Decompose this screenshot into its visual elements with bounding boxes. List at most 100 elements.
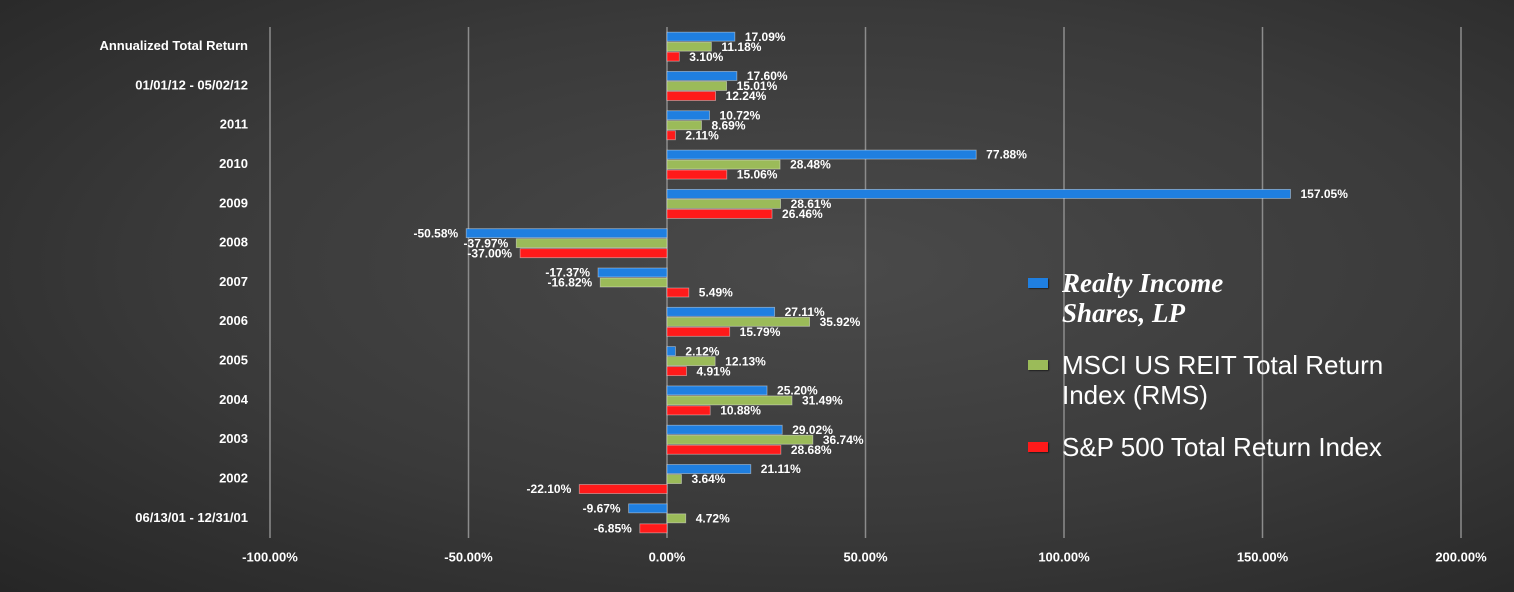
x-tick-label: 200.00%	[1435, 549, 1487, 564]
legend-swatch	[1028, 360, 1048, 370]
data-label: 4.91%	[696, 364, 730, 378]
data-label: 35.92%	[820, 315, 861, 329]
data-label: 15.79%	[740, 325, 781, 339]
bar	[666, 405, 711, 416]
data-label: 10.88%	[720, 404, 761, 418]
data-label: -50.58%	[413, 226, 458, 240]
legend-swatch	[1028, 442, 1048, 452]
legend-swatch	[1028, 278, 1048, 288]
data-label: 28.61%	[791, 197, 832, 211]
bar	[666, 444, 782, 455]
data-label: 2.11%	[685, 128, 719, 142]
bar	[666, 31, 736, 42]
data-label: 15.06%	[737, 168, 778, 182]
legend-item: S&P 500 Total Return Index	[1024, 432, 1432, 462]
bar	[578, 484, 668, 494]
y-tick-label: 2008	[219, 235, 248, 250]
bar	[639, 523, 668, 534]
x-tick-label: -50.00%	[444, 549, 493, 564]
y-tick-label: 2003	[219, 431, 248, 446]
bar	[666, 130, 676, 141]
y-tick-label: 2005	[219, 353, 248, 368]
bar	[666, 81, 727, 91]
bar	[666, 513, 687, 524]
bar	[666, 434, 814, 445]
data-label: 17.60%	[747, 69, 788, 83]
bar	[666, 287, 690, 298]
legend-item: MSCI US REIT Total Return Index (RMS)	[1024, 350, 1402, 410]
data-label: 17.09%	[745, 30, 786, 44]
x-tick-label: 100.00%	[1038, 549, 1090, 564]
data-label: 25.20%	[777, 384, 818, 398]
legend-item: Realty Income Shares, LP	[1024, 268, 1312, 328]
data-label: -37.00%	[467, 246, 512, 260]
bar	[628, 503, 668, 514]
bar	[666, 41, 712, 52]
y-tick-label: 2006	[219, 313, 248, 328]
bar	[599, 277, 668, 288]
legend-label: S&P 500 Total Return Index	[1062, 432, 1382, 462]
y-tick-label: 2004	[219, 392, 249, 407]
data-label: 29.02%	[792, 423, 833, 437]
bar	[666, 120, 702, 131]
data-label: 15.01%	[737, 79, 778, 93]
legend-label: MSCI US REIT Total Return Index (RMS)	[1062, 350, 1384, 410]
bar	[666, 385, 768, 396]
bar	[666, 464, 752, 474]
bar	[666, 198, 781, 209]
data-label: 36.74%	[823, 433, 864, 447]
bar	[666, 208, 773, 219]
bar	[666, 346, 676, 357]
y-tick-label: 06/13/01 - 12/31/01	[135, 510, 248, 525]
data-label: 77.88%	[986, 148, 1027, 162]
bar	[666, 159, 781, 170]
data-label: 3.10%	[689, 50, 723, 64]
data-label: 4.72%	[696, 512, 730, 526]
data-label: 157.05%	[1300, 187, 1348, 201]
bar	[666, 71, 738, 81]
data-label: 12.13%	[725, 354, 766, 368]
bar	[666, 326, 731, 337]
bar	[666, 188, 1291, 199]
data-label: 27.11%	[785, 305, 825, 319]
bar	[666, 91, 716, 101]
data-label: 31.49%	[802, 394, 843, 408]
bar	[666, 395, 793, 406]
x-tick-label: -100.00%	[242, 549, 298, 564]
x-tick-label: 150.00%	[1237, 549, 1289, 564]
bar	[666, 316, 811, 327]
bar	[666, 306, 776, 317]
data-label: 12.24%	[726, 89, 767, 103]
data-label: -22.10%	[527, 482, 572, 496]
data-label: 11.18%	[721, 40, 761, 54]
bar	[519, 248, 668, 259]
data-label: 5.49%	[699, 286, 733, 300]
bar	[666, 366, 687, 377]
data-label: 26.46%	[782, 207, 823, 221]
data-label: 10.72%	[720, 108, 761, 122]
data-label: -16.82%	[548, 276, 593, 290]
data-label: 21.11%	[761, 462, 801, 476]
bar	[666, 110, 710, 121]
legend-label: Realty Income Shares, LP	[1062, 268, 1224, 328]
data-label: -17.37%	[545, 266, 590, 280]
data-label: 28.48%	[790, 158, 831, 172]
y-tick-label: 2002	[219, 470, 248, 485]
data-label: 28.68%	[791, 443, 832, 457]
bar	[666, 51, 680, 62]
bar	[597, 267, 668, 278]
data-label: -9.67%	[583, 502, 621, 516]
bar	[666, 474, 682, 484]
bar	[465, 228, 668, 239]
y-tick-label: 2009	[219, 195, 248, 210]
data-label: 8.69%	[711, 118, 745, 132]
data-label: 3.64%	[691, 472, 725, 486]
data-label: 2.12%	[685, 344, 719, 358]
x-tick-label: 0.00%	[649, 549, 686, 564]
data-label: -6.85%	[594, 522, 632, 536]
bar	[666, 356, 716, 367]
y-tick-label: 2011	[220, 117, 248, 132]
y-tick-label: 01/01/12 - 05/02/12	[135, 77, 248, 92]
